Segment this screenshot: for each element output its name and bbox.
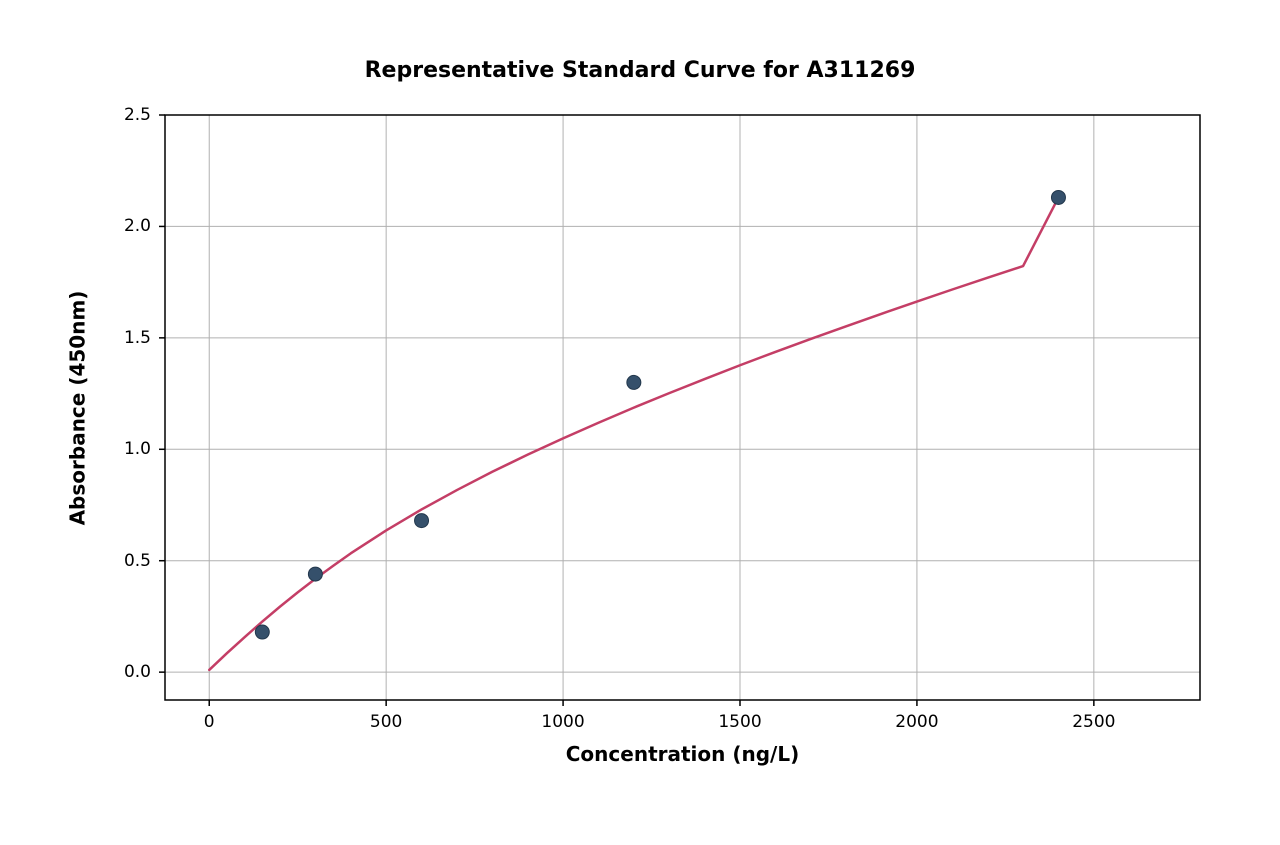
grid-group — [165, 115, 1200, 700]
spine-group — [165, 115, 1200, 700]
y-tick-label: 1.0 — [111, 439, 151, 459]
y-tick-label: 0.5 — [111, 551, 151, 571]
y-axis-label: Absorbance (450nm) — [65, 115, 89, 700]
y-tick-label: 2.0 — [111, 216, 151, 236]
data-point — [627, 375, 641, 389]
plot-area — [165, 115, 1200, 700]
y-tick-label: 2.5 — [111, 105, 151, 125]
figure: Representative Standard Curve for A31126… — [0, 0, 1280, 845]
x-tick-label: 1000 — [541, 712, 584, 732]
x-tick-label: 500 — [370, 712, 402, 732]
y-tick-label: 1.5 — [111, 328, 151, 348]
y-tick-label: 0.0 — [111, 662, 151, 682]
curve-group — [209, 197, 1058, 669]
chart-svg — [165, 115, 1200, 700]
plot-spine — [165, 115, 1200, 700]
x-tick-label: 0 — [204, 712, 215, 732]
x-tick-label: 2000 — [895, 712, 938, 732]
data-point — [415, 514, 429, 528]
x-tick-label: 2500 — [1072, 712, 1115, 732]
data-point — [308, 567, 322, 581]
chart-title: Representative Standard Curve for A31126… — [0, 58, 1280, 83]
fitted-curve — [209, 197, 1058, 669]
scatter-group — [255, 190, 1065, 639]
data-point — [1051, 190, 1065, 204]
x-tick-label: 1500 — [718, 712, 761, 732]
data-point — [255, 625, 269, 639]
x-axis-label: Concentration (ng/L) — [165, 742, 1200, 766]
